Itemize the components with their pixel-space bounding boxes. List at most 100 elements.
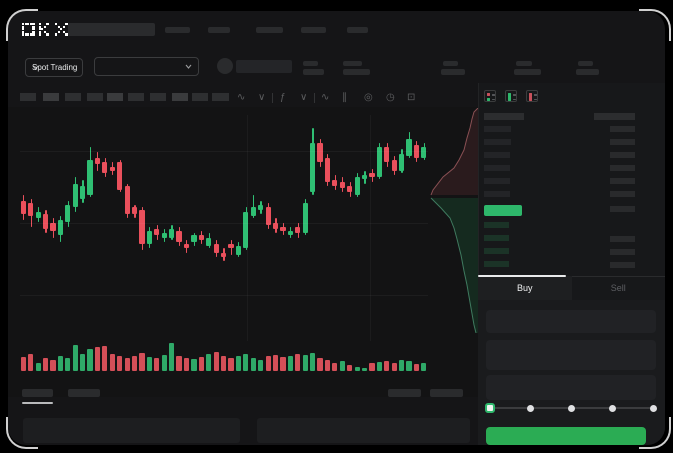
candle-body — [72, 183, 78, 208]
depth-bids-area — [431, 198, 478, 333]
fullscreen-icon[interactable]: ⊡ — [407, 92, 416, 103]
ask-price-placeholder — [484, 152, 510, 158]
ask-price-placeholder — [484, 191, 510, 197]
orderbook-size-placeholder — [610, 152, 635, 158]
orderbook-bids-view-icon[interactable] — [505, 90, 517, 102]
drawing-tool-placeholder[interactable] — [150, 93, 166, 101]
candle-body — [413, 145, 420, 158]
candle-body — [28, 203, 34, 217]
okx-logo[interactable] — [22, 23, 74, 38]
volume-bar — [265, 356, 271, 371]
volume-bar — [206, 354, 212, 371]
depth-asks-line — [430, 108, 478, 196]
candle-body — [65, 205, 71, 223]
volume-bar — [220, 355, 227, 371]
tab-separator — [478, 276, 665, 277]
volume-bar — [310, 352, 316, 371]
bid-price-placeholder — [484, 222, 509, 228]
volume-bar — [354, 366, 360, 371]
buy-submit-button[interactable] — [486, 427, 646, 445]
drawing-tool-placeholder[interactable] — [128, 93, 144, 101]
drawing-tool-placeholder[interactable] — [20, 93, 36, 101]
buy-sell-tabs: Buy Sell — [478, 276, 665, 300]
slider-stop-dot[interactable] — [527, 404, 535, 412]
candle-body — [361, 175, 368, 180]
history-icon[interactable]: ◷ — [386, 92, 395, 103]
bid-price-placeholder — [484, 261, 509, 267]
volume-bar — [369, 363, 375, 371]
bottom-tab-placeholder[interactable] — [388, 389, 421, 397]
tab-buy[interactable]: Buy — [478, 276, 572, 300]
slider-handle[interactable] — [485, 403, 495, 413]
drawing-tool-placeholder[interactable] — [65, 93, 81, 101]
bottom-tab-placeholder[interactable] — [68, 389, 100, 397]
candle-body — [287, 231, 293, 236]
volume-bar — [347, 365, 353, 371]
volume-bar — [35, 362, 41, 371]
slider-stop-dot[interactable] — [568, 404, 575, 412]
chart-gridline — [20, 223, 428, 224]
active-tab-indicator — [478, 275, 566, 277]
ticker-stat-placeholder — [343, 61, 362, 66]
volume-bar — [50, 360, 56, 371]
topnav-item-placeholder[interactable] — [347, 27, 368, 33]
volume-bar — [258, 359, 264, 371]
order-form-field[interactable] — [486, 340, 656, 370]
candle-body — [161, 233, 167, 238]
line-tool-icon[interactable]: ∿ — [321, 92, 330, 103]
orderbook-size-placeholder — [610, 249, 635, 255]
chevron-down-icon[interactable]: ∨ — [300, 92, 308, 103]
drawing-tool-placeholder[interactable] — [172, 93, 188, 101]
topnav-item-placeholder[interactable] — [301, 27, 326, 33]
bottom-panel-placeholder — [23, 418, 240, 443]
volume-bar — [176, 355, 182, 371]
chevron-down-icon — [32, 65, 39, 70]
bottom-tab-placeholder[interactable] — [22, 389, 53, 397]
volume-bar — [191, 359, 197, 371]
camera-icon[interactable]: ◎ — [364, 92, 373, 103]
volume-bar — [117, 355, 123, 371]
order-form-field[interactable] — [486, 310, 656, 333]
volume-bar — [28, 353, 34, 371]
last-price-highlight[interactable] — [484, 205, 522, 216]
orderbook-split-view-icon[interactable] — [484, 90, 496, 102]
drawing-tool-placeholder[interactable] — [87, 93, 103, 101]
candlestick-chart[interactable] — [20, 115, 428, 330]
bid-price-placeholder — [484, 235, 509, 241]
orderbook-asks-view-icon[interactable] — [526, 90, 538, 102]
bottom-tab-placeholder[interactable] — [430, 389, 463, 397]
candle-body — [384, 147, 390, 163]
ask-price-placeholder — [484, 139, 511, 145]
candle-body — [50, 222, 56, 232]
drawing-tool-placeholder[interactable] — [43, 93, 59, 101]
topnav-item-placeholder[interactable] — [208, 27, 230, 33]
compare-icon[interactable]: ∥ — [342, 92, 347, 103]
tab-sell[interactable]: Sell — [572, 276, 666, 300]
drawing-tool-placeholder[interactable] — [192, 93, 208, 101]
interval-icon[interactable]: ∿ — [237, 92, 246, 103]
topnav-item-placeholder[interactable] — [256, 27, 283, 33]
trading-pair-dropdown[interactable] — [94, 57, 199, 76]
ticker-stat-placeholder — [514, 69, 541, 75]
topnav-item-placeholder[interactable] — [68, 23, 155, 36]
topnav-item-placeholder[interactable] — [165, 27, 190, 33]
slider-stop-dot[interactable] — [649, 404, 657, 412]
chart-gridline — [20, 295, 428, 296]
candle-body — [302, 203, 308, 234]
orderbook-size-placeholder — [610, 191, 635, 197]
order-form-field[interactable] — [486, 375, 656, 400]
candle-body — [406, 138, 412, 156]
volume-bar — [146, 357, 152, 371]
volume-bar — [302, 354, 308, 371]
app-window: Spot Trading — [8, 11, 665, 445]
depth-bids-line — [430, 197, 477, 333]
drawing-tool-placeholder[interactable] — [107, 93, 123, 101]
candle-body — [191, 235, 197, 242]
chevron-down-icon[interactable]: ∨ — [258, 92, 266, 103]
market-type-dropdown[interactable]: Spot Trading — [25, 58, 83, 77]
drawing-tool-placeholder[interactable] — [212, 93, 229, 101]
indicators-icon[interactable]: ƒ — [280, 92, 286, 103]
slider-stop-dot[interactable] — [608, 404, 616, 412]
bid-price-placeholder — [484, 248, 509, 254]
candle-body — [183, 244, 190, 249]
